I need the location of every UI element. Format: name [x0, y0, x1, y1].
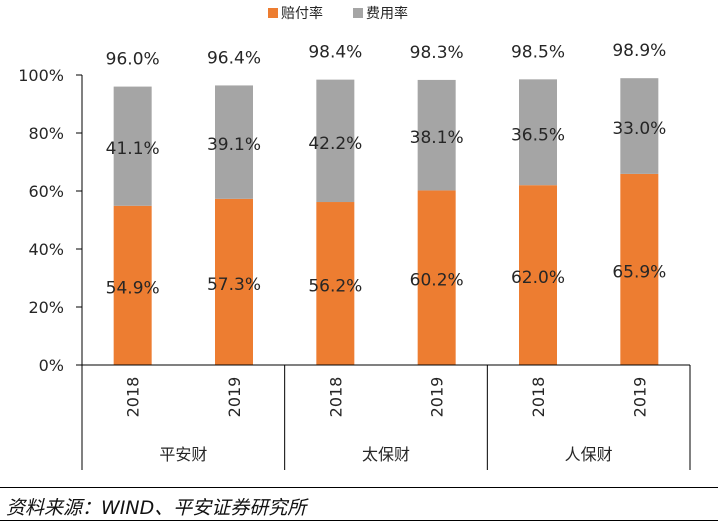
y-tick-label: 40% — [28, 240, 64, 259]
data-label-expense-ratio: 33.0% — [612, 119, 666, 139]
bar-2-loss-ratio — [316, 202, 355, 365]
data-label-total: 98.3% — [410, 43, 464, 63]
data-label-expense-ratio: 39.1% — [207, 135, 261, 155]
legend-label-0: 赔付率 — [281, 5, 323, 22]
group-label: 人保财 — [565, 445, 613, 464]
data-label-total: 98.9% — [612, 41, 666, 61]
x-tick-label: 2018 — [326, 377, 345, 418]
data-label-total: 98.4% — [308, 43, 362, 63]
y-tick-label: 60% — [28, 182, 64, 201]
bar-0-loss-ratio — [113, 205, 152, 365]
legend-swatch-1 — [353, 8, 363, 18]
bar-3-loss-ratio — [417, 190, 456, 365]
bar-5-loss-ratio — [620, 173, 659, 365]
data-label-total: 96.4% — [207, 48, 261, 68]
bar-0-expense-ratio — [113, 86, 152, 206]
data-label-expense-ratio: 36.5% — [511, 125, 565, 145]
data-label-loss-ratio: 62.0% — [511, 268, 565, 288]
data-label-expense-ratio: 38.1% — [410, 128, 464, 148]
x-tick-label: 2019 — [225, 377, 244, 418]
bar-4-expense-ratio — [519, 79, 557, 186]
y-tick-label: 20% — [28, 298, 64, 317]
data-label-loss-ratio: 54.9% — [106, 278, 160, 298]
data-label-loss-ratio: 65.9% — [612, 262, 666, 282]
group-label: 平安财 — [159, 445, 207, 464]
data-label-expense-ratio: 42.2% — [308, 134, 362, 154]
source-note: 资料来源：WIND、平安证券研究所 — [6, 497, 307, 519]
x-tick-label: 2018 — [529, 377, 548, 418]
legend-swatch-0 — [268, 8, 278, 18]
legend-label-1: 费用率 — [366, 5, 408, 22]
y-tick-label: 80% — [28, 124, 64, 143]
data-label-expense-ratio: 41.1% — [106, 139, 160, 159]
data-label-loss-ratio: 57.3% — [207, 275, 261, 295]
data-label-loss-ratio: 60.2% — [410, 271, 464, 291]
data-label-total: 98.5% — [511, 42, 565, 62]
y-tick-label: 0% — [39, 356, 64, 375]
group-label: 太保财 — [362, 445, 410, 464]
source-top-rule — [0, 487, 718, 488]
bar-3-expense-ratio — [417, 79, 456, 191]
source-bottom-rule — [0, 520, 718, 521]
x-tick-label: 2018 — [124, 377, 143, 418]
data-label-loss-ratio: 56.2% — [308, 277, 362, 297]
bar-1-expense-ratio — [215, 85, 253, 199]
y-tick-label: 100% — [18, 66, 64, 85]
x-tick-label: 2019 — [630, 377, 649, 418]
bar-2-expense-ratio — [316, 79, 355, 203]
bar-5-expense-ratio — [620, 78, 659, 174]
bar-1-loss-ratio — [215, 198, 253, 365]
x-tick-label: 2019 — [428, 377, 447, 418]
stacked-bar-chart: 0% 20% 40% 60% 80% 100% 54.9% 41.1% 96.0% 2018 57.… — [18, 5, 691, 470]
bar-4-loss-ratio — [519, 185, 557, 365]
data-label-total: 96.0% — [106, 50, 160, 70]
